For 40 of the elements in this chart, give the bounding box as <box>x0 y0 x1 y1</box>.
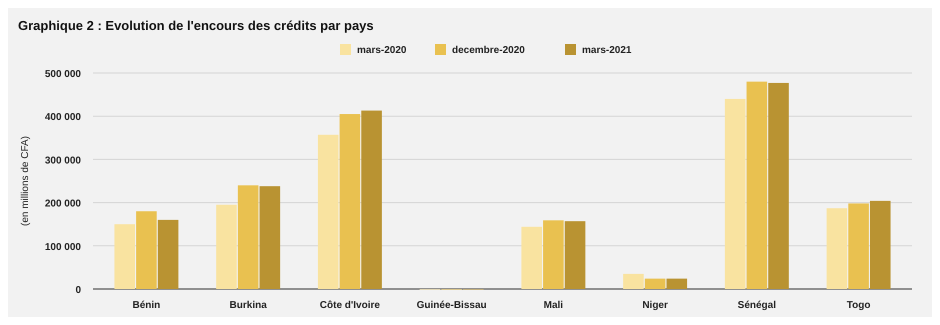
bar <box>238 185 258 289</box>
bar <box>521 226 542 289</box>
x-tick-label: Guinée-Bissau <box>416 300 487 311</box>
bar <box>564 221 586 289</box>
bar <box>644 278 666 289</box>
bar <box>848 203 869 289</box>
x-tick-label: Mali <box>544 300 564 311</box>
bar <box>826 208 848 289</box>
y-tick-label: 0 <box>75 285 82 296</box>
y-tick-label: 200 000 <box>44 198 82 210</box>
x-tick-label: Niger <box>642 300 668 311</box>
legend-label: decembre-2020 <box>452 45 526 56</box>
y-axis-title: (en millions de CFA) <box>20 136 31 226</box>
bar <box>136 211 157 289</box>
x-tick-label: Burkina <box>230 300 268 311</box>
y-tick-label: 400 000 <box>44 112 82 124</box>
x-tick-label: Côte d'Ivoire <box>320 300 380 311</box>
bar <box>666 278 688 289</box>
bar <box>543 220 564 289</box>
bar <box>216 204 237 289</box>
bar <box>340 114 360 289</box>
x-tick-label: Bénin <box>132 300 160 311</box>
chart-title: Graphique 2 : Evolution de l'encours des crédits par pays <box>18 18 374 33</box>
x-tick-label: Togo <box>846 300 870 311</box>
bar <box>746 82 768 289</box>
legend-label: mars-2020 <box>357 45 407 56</box>
bar <box>158 220 178 289</box>
bar <box>361 110 382 289</box>
bar <box>260 186 280 289</box>
y-tick-label: 300 000 <box>44 155 82 166</box>
bar <box>724 98 746 289</box>
bar <box>318 134 339 289</box>
legend-label: mars-2021 <box>582 45 632 56</box>
y-tick-label: 100 000 <box>44 242 82 253</box>
y-tick-label: 500 000 <box>44 69 82 80</box>
bar <box>114 224 136 289</box>
x-tick-label: Sénégal <box>738 300 776 311</box>
bar <box>768 82 789 289</box>
bar <box>623 274 644 289</box>
bar <box>870 200 891 289</box>
